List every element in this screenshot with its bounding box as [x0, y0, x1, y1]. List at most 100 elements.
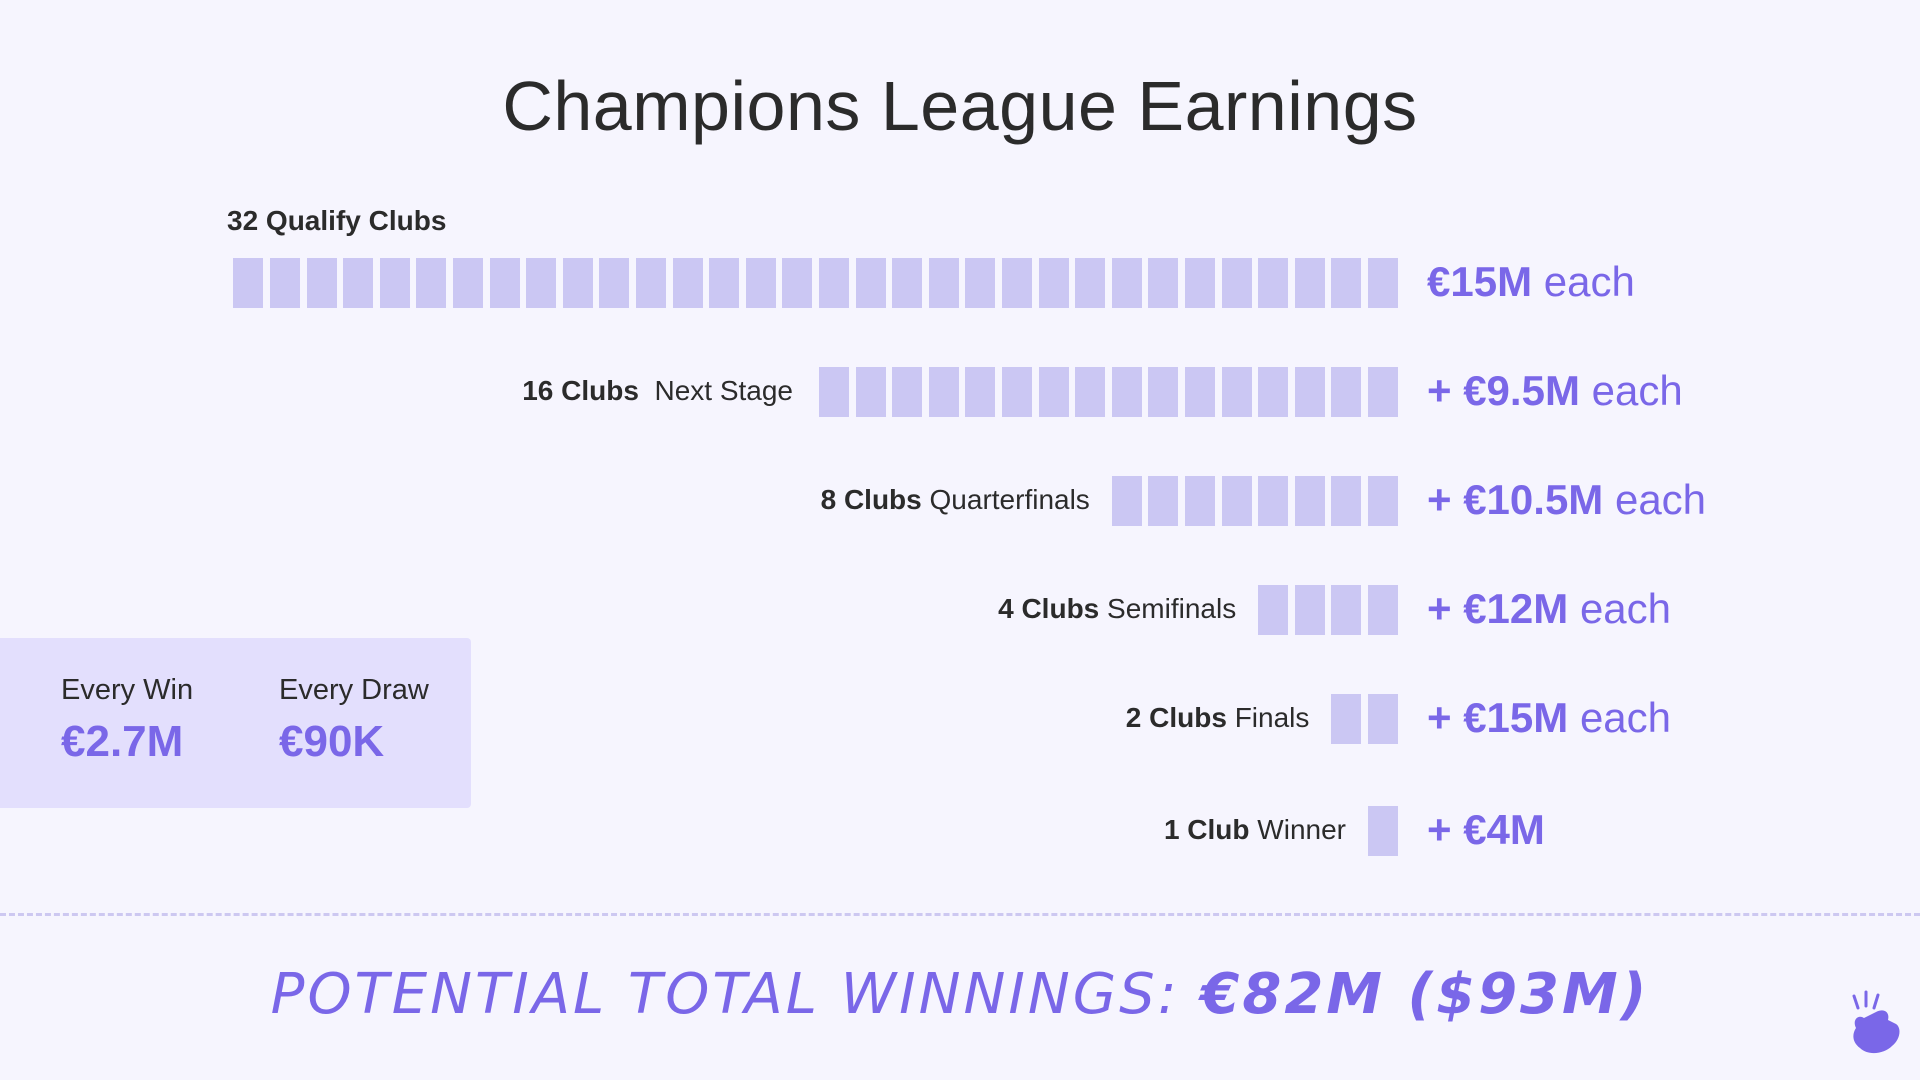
stage-count: 1 Club	[1163, 814, 1250, 845]
stage-name: Semifinals	[1107, 593, 1237, 624]
amount-suffix: each	[1591, 367, 1683, 414]
club-square	[636, 258, 666, 308]
divider	[0, 913, 1920, 916]
club-square	[1258, 258, 1289, 308]
club-square	[453, 258, 483, 308]
stage-count: 4 Clubs	[998, 593, 1100, 624]
win-value: €2.7M	[61, 717, 184, 766]
club-square	[819, 367, 849, 417]
amount-value: €15M	[1427, 258, 1533, 305]
club-square	[892, 258, 923, 308]
stage-amount: + €10.5M each	[1427, 476, 1706, 524]
club-square	[1331, 694, 1362, 744]
club-square	[270, 258, 300, 308]
club-square	[1148, 367, 1179, 417]
club-square	[1331, 258, 1362, 308]
stage-amount: €15M each	[1427, 258, 1635, 306]
club-square	[1185, 367, 1215, 417]
club-square	[1368, 585, 1398, 635]
club-square	[1111, 476, 1142, 526]
total-winnings: POTENTIAL TOTAL WINNINGS: €82M ($93M)	[0, 962, 1920, 1027]
stage-label: 2 Clubs Finals	[1126, 702, 1310, 734]
club-square	[819, 258, 849, 308]
stage-name: Quarterfinals	[929, 484, 1090, 515]
club-square	[782, 258, 813, 308]
club-square	[745, 258, 776, 308]
club-square	[416, 258, 447, 308]
draw-label: Every Draw	[279, 674, 429, 706]
stage-label: 8 Clubs Quarterfinals	[821, 484, 1090, 516]
club-square	[855, 258, 886, 308]
stage-count: 2 Clubs	[1125, 702, 1227, 733]
club-square	[1331, 476, 1362, 526]
amount-prefix: +	[1427, 367, 1464, 414]
stage-name: Next Stage	[654, 375, 793, 406]
amount-prefix: +	[1427, 476, 1464, 523]
club-square	[965, 258, 996, 308]
stage-amount: + €9.5M each	[1427, 367, 1683, 415]
win-label: Every Win	[61, 674, 194, 706]
stage-count: 32 Qualify Clubs	[227, 205, 447, 236]
draw-value: €90K	[279, 717, 385, 766]
club-square	[1368, 476, 1398, 526]
club-square	[1221, 367, 1252, 417]
draw-bonus: Every Draw €90K	[279, 674, 429, 767]
amount-prefix: +	[1427, 694, 1464, 741]
club-square	[928, 367, 959, 417]
win-bonus: Every Win €2.7M	[61, 674, 193, 767]
club-square	[1258, 585, 1289, 635]
club-square	[1258, 476, 1289, 526]
amount-suffix: each	[1579, 585, 1672, 632]
club-square	[1111, 367, 1142, 417]
stage-count: 8 Clubs	[820, 484, 922, 515]
club-square	[1221, 476, 1252, 526]
amount-suffix: each	[1579, 694, 1672, 741]
club-square	[599, 258, 630, 308]
club-square	[379, 258, 410, 308]
club-square	[709, 258, 740, 308]
club-square	[1148, 476, 1179, 526]
amount-value: €9.5M	[1463, 367, 1580, 414]
stage-amount: + €15M each	[1427, 694, 1671, 742]
amount-prefix: +	[1427, 806, 1464, 853]
club-square	[489, 258, 520, 308]
club-square	[1258, 367, 1289, 417]
club-square	[1038, 258, 1069, 308]
amount-value: €10.5M	[1463, 476, 1604, 523]
club-square	[1002, 258, 1032, 308]
club-square	[1185, 258, 1215, 308]
amount-value: €12M	[1463, 585, 1569, 632]
club-square	[1221, 258, 1252, 308]
club-square	[306, 258, 337, 308]
club-square	[562, 258, 593, 308]
stage-label: 16 Clubs Next Stage	[522, 375, 793, 407]
club-square	[1294, 585, 1325, 635]
club-square	[1294, 258, 1325, 308]
club-square	[855, 367, 886, 417]
club-square	[1331, 367, 1362, 417]
snap-hand-icon	[1852, 990, 1900, 1054]
match-bonus-box: Every Win €2.7M Every Draw €90K	[0, 638, 471, 808]
club-square	[1111, 258, 1142, 308]
club-square	[343, 258, 374, 308]
club-square	[1294, 476, 1325, 526]
chart-title: Champions League Earnings	[502, 67, 1418, 145]
stage-amount: + €4M	[1427, 806, 1545, 854]
club-square	[892, 367, 923, 417]
club-square	[526, 258, 557, 308]
stage-label: 4 Clubs Semifinals	[998, 593, 1236, 625]
stage-label: 32 Qualify Clubs	[227, 205, 446, 237]
amount-suffix: each	[1543, 258, 1635, 305]
club-square	[1002, 367, 1032, 417]
club-square	[1148, 258, 1179, 308]
club-square	[965, 367, 996, 417]
club-square	[1075, 367, 1106, 417]
stage-label: 1 Club Winner	[1164, 814, 1346, 846]
amount-value: €4M	[1463, 806, 1545, 853]
club-square	[1368, 367, 1398, 417]
stage-name: Winner	[1257, 814, 1346, 845]
club-square	[233, 258, 264, 308]
club-square	[1185, 476, 1215, 526]
club-square	[1331, 585, 1362, 635]
stage-amount: + €12M each	[1427, 585, 1671, 633]
